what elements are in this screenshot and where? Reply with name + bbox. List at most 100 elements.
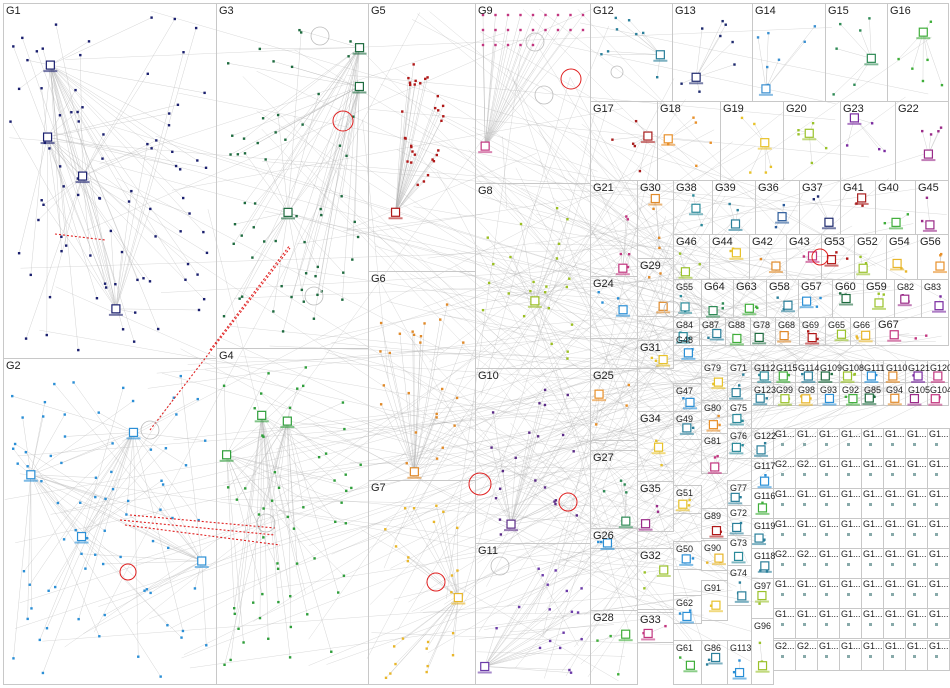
node bbox=[680, 82, 683, 85]
group-label-g38: G38 bbox=[676, 182, 697, 194]
edge bbox=[484, 666, 572, 673]
node bbox=[575, 514, 578, 517]
edge bbox=[534, 318, 635, 521]
node bbox=[288, 656, 292, 659]
node bbox=[594, 423, 598, 426]
edge bbox=[65, 27, 832, 60]
node bbox=[538, 402, 541, 405]
group-label-g94: G94 bbox=[886, 385, 903, 395]
node-label bbox=[709, 535, 724, 538]
node bbox=[146, 72, 149, 75]
node bbox=[172, 396, 176, 399]
edge bbox=[50, 65, 79, 351]
node-label bbox=[805, 260, 820, 263]
group-label-g11: G11 bbox=[478, 545, 498, 557]
node-label bbox=[656, 364, 671, 367]
node bbox=[782, 203, 786, 207]
node-layer bbox=[9, 13, 947, 680]
node bbox=[110, 470, 113, 474]
edge bbox=[408, 557, 459, 598]
mini-group-label: G1... bbox=[863, 489, 883, 499]
group-label-g10: G10 bbox=[478, 370, 499, 382]
edge bbox=[485, 14, 496, 147]
edge bbox=[604, 491, 626, 522]
edge bbox=[574, 370, 789, 648]
mini-group-label: G2... bbox=[797, 641, 817, 651]
edge bbox=[526, 491, 765, 585]
node-label bbox=[824, 264, 839, 267]
node bbox=[419, 335, 423, 338]
node bbox=[913, 533, 916, 536]
edge bbox=[395, 111, 403, 213]
edge bbox=[414, 319, 441, 472]
group-label-g33: G33 bbox=[640, 614, 661, 626]
node bbox=[741, 443, 744, 447]
self-loop bbox=[426, 572, 446, 592]
edge bbox=[50, 65, 186, 280]
group-label-g46: G46 bbox=[676, 236, 697, 248]
edge bbox=[414, 425, 455, 472]
node bbox=[802, 255, 806, 258]
edge bbox=[263, 421, 288, 509]
node bbox=[232, 607, 236, 610]
node bbox=[847, 563, 850, 566]
edge bbox=[81, 387, 124, 537]
node bbox=[864, 262, 868, 265]
node bbox=[334, 520, 337, 523]
node bbox=[481, 308, 485, 312]
mini-group-label: G1... bbox=[841, 459, 861, 469]
edge bbox=[750, 142, 765, 173]
node bbox=[406, 559, 410, 563]
node-label bbox=[641, 638, 656, 641]
edge bbox=[50, 64, 181, 170]
edge bbox=[23, 432, 134, 572]
edge bbox=[535, 216, 666, 614]
mini-group-label: G1... bbox=[797, 579, 817, 589]
node bbox=[724, 23, 727, 26]
node bbox=[859, 29, 862, 32]
edge bbox=[583, 385, 876, 616]
node bbox=[913, 473, 916, 476]
edge bbox=[538, 130, 759, 439]
node bbox=[84, 567, 87, 570]
edge bbox=[50, 65, 62, 252]
node bbox=[426, 173, 430, 177]
edge bbox=[63, 337, 768, 512]
node bbox=[891, 563, 894, 566]
edge bbox=[356, 218, 745, 545]
hub-node bbox=[681, 554, 691, 564]
node bbox=[650, 356, 654, 360]
node bbox=[412, 333, 416, 337]
node-label bbox=[856, 273, 871, 276]
node bbox=[379, 350, 382, 353]
group-label-g45: G45 bbox=[918, 182, 939, 194]
self-loop bbox=[332, 110, 354, 132]
edge bbox=[491, 506, 674, 565]
edge bbox=[50, 64, 184, 199]
hub-node bbox=[659, 565, 669, 575]
node bbox=[262, 507, 265, 510]
mini-group-label: G1... bbox=[863, 549, 883, 559]
node bbox=[506, 43, 510, 47]
node bbox=[344, 473, 347, 476]
edge bbox=[15, 415, 599, 543]
node bbox=[869, 593, 872, 596]
node-label bbox=[615, 273, 630, 276]
node bbox=[47, 589, 50, 592]
node bbox=[349, 40, 352, 43]
edge bbox=[226, 454, 263, 595]
hub-node bbox=[713, 377, 724, 387]
node bbox=[753, 122, 756, 126]
node-label bbox=[219, 459, 234, 462]
edge bbox=[287, 388, 298, 422]
edge bbox=[54, 383, 202, 562]
edge bbox=[80, 55, 83, 177]
edge bbox=[234, 212, 289, 225]
node-label bbox=[527, 305, 542, 308]
node bbox=[306, 613, 309, 616]
node bbox=[492, 262, 495, 266]
hub-node bbox=[409, 467, 419, 477]
edge bbox=[277, 115, 289, 213]
node-label bbox=[911, 381, 926, 383]
hub-node bbox=[779, 331, 789, 341]
